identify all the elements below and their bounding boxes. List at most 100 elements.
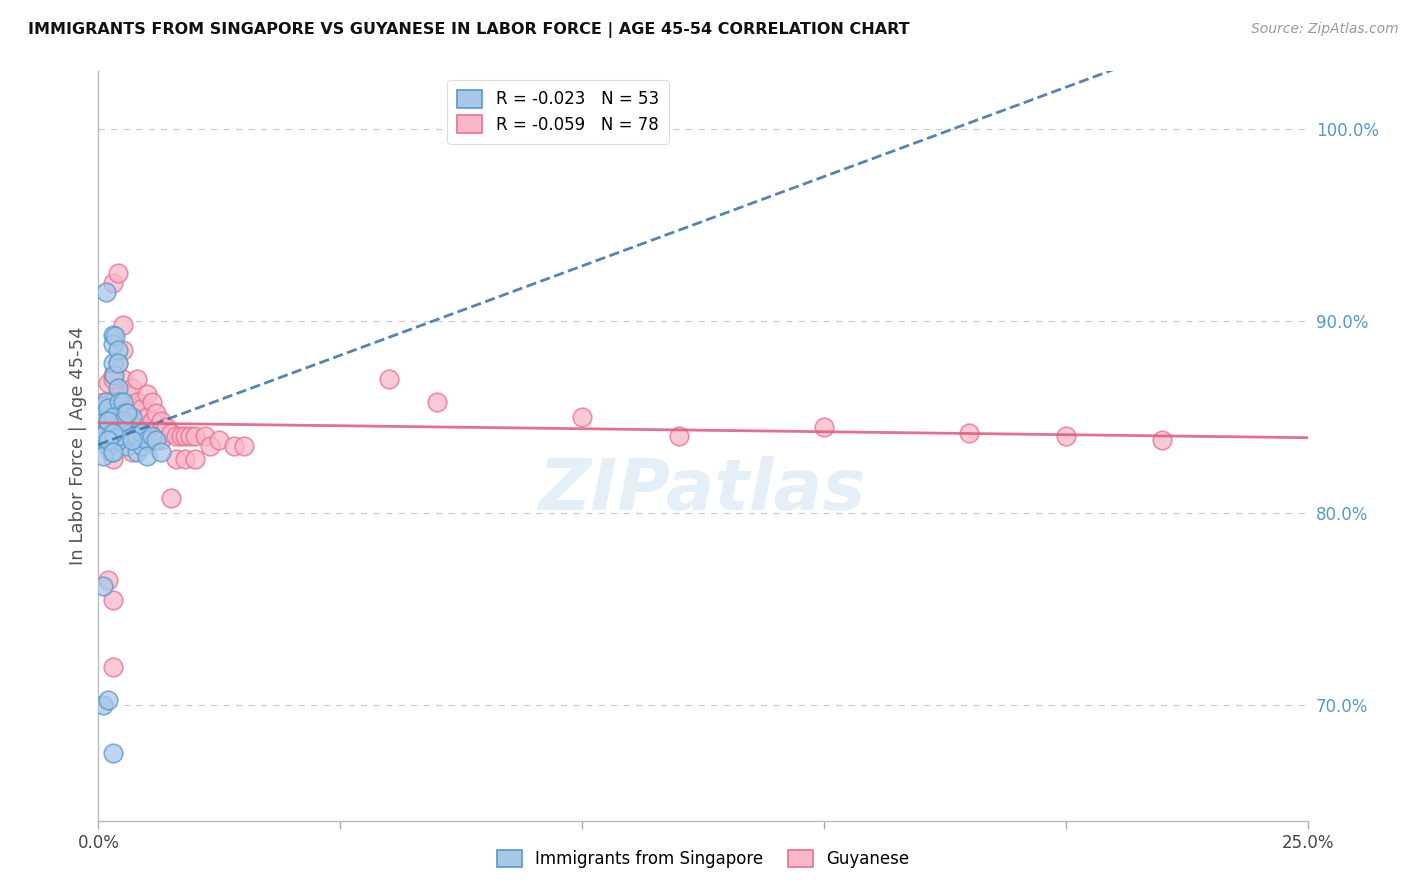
- Point: [97, 401, 120, 415]
- Point: [91, 394, 114, 409]
- Point: [100, 444, 122, 458]
- Point: [145, 406, 167, 420]
- Point: [107, 429, 129, 443]
- Point: [91, 406, 114, 420]
- Point: [111, 394, 134, 409]
- Point: [121, 381, 143, 395]
- Point: [150, 414, 173, 428]
- Point: [107, 387, 129, 401]
- Point: [111, 414, 134, 428]
- Point: [222, 439, 245, 453]
- Point: [114, 406, 136, 420]
- Point: [101, 592, 124, 607]
- Point: [107, 429, 129, 443]
- Point: [101, 356, 124, 370]
- Point: [101, 327, 124, 342]
- Point: [91, 698, 114, 713]
- Point: [813, 419, 835, 434]
- Point: [127, 444, 149, 458]
- Point: [101, 414, 124, 428]
- Point: [91, 429, 114, 443]
- Point: [150, 434, 173, 448]
- Point: [118, 425, 141, 440]
- Point: [97, 414, 120, 428]
- Point: [117, 429, 139, 443]
- Point: [165, 452, 187, 467]
- Point: [169, 429, 191, 443]
- Point: [117, 429, 139, 443]
- Point: [121, 429, 143, 443]
- Point: [107, 266, 129, 280]
- Point: [131, 439, 153, 453]
- Point: [127, 419, 149, 434]
- Point: [91, 399, 114, 413]
- Point: [377, 372, 399, 386]
- Point: [98, 429, 121, 443]
- Point: [131, 425, 153, 440]
- Point: [121, 401, 143, 415]
- Point: [135, 387, 157, 401]
- Point: [160, 425, 183, 440]
- Point: [107, 394, 129, 409]
- Point: [107, 434, 129, 448]
- Point: [141, 414, 163, 428]
- Point: [131, 425, 153, 440]
- Point: [232, 439, 254, 453]
- Point: [117, 406, 139, 420]
- Point: [111, 394, 134, 409]
- Point: [97, 429, 120, 443]
- Point: [97, 376, 120, 390]
- Point: [127, 394, 149, 409]
- Point: [94, 285, 117, 300]
- Point: [97, 414, 120, 428]
- Point: [174, 452, 197, 467]
- Point: [668, 429, 690, 443]
- Point: [165, 429, 187, 443]
- Point: [145, 434, 167, 448]
- Text: IMMIGRANTS FROM SINGAPORE VS GUYANESE IN LABOR FORCE | AGE 45-54 CORRELATION CHA: IMMIGRANTS FROM SINGAPORE VS GUYANESE IN…: [28, 22, 910, 38]
- Text: ZIPatlas: ZIPatlas: [540, 457, 866, 525]
- Point: [426, 394, 449, 409]
- Point: [141, 394, 163, 409]
- Point: [111, 419, 134, 434]
- Point: [111, 343, 134, 357]
- Point: [135, 410, 157, 425]
- Point: [571, 410, 593, 425]
- Point: [174, 429, 197, 443]
- Point: [117, 387, 139, 401]
- Point: [957, 425, 980, 440]
- Point: [150, 444, 173, 458]
- Point: [101, 747, 124, 761]
- Point: [93, 425, 115, 440]
- Point: [107, 429, 129, 443]
- Point: [111, 419, 134, 434]
- Point: [194, 429, 217, 443]
- Point: [101, 276, 124, 290]
- Point: [1152, 434, 1174, 448]
- Point: [108, 414, 131, 428]
- Point: [107, 356, 129, 370]
- Point: [160, 491, 183, 505]
- Point: [121, 425, 143, 440]
- Point: [101, 410, 124, 425]
- Point: [91, 449, 114, 463]
- Point: [101, 394, 124, 409]
- Point: [155, 419, 177, 434]
- Point: [111, 372, 134, 386]
- Point: [107, 381, 129, 395]
- Point: [111, 318, 134, 332]
- Point: [117, 410, 139, 425]
- Point: [91, 579, 114, 593]
- Point: [103, 368, 125, 382]
- Point: [101, 660, 124, 674]
- Point: [107, 406, 129, 420]
- Point: [145, 429, 167, 443]
- Point: [184, 452, 207, 467]
- Point: [121, 444, 143, 458]
- Point: [107, 414, 129, 428]
- Point: [91, 429, 114, 443]
- Point: [101, 425, 124, 440]
- Point: [107, 356, 129, 370]
- Point: [127, 372, 149, 386]
- Point: [97, 434, 120, 448]
